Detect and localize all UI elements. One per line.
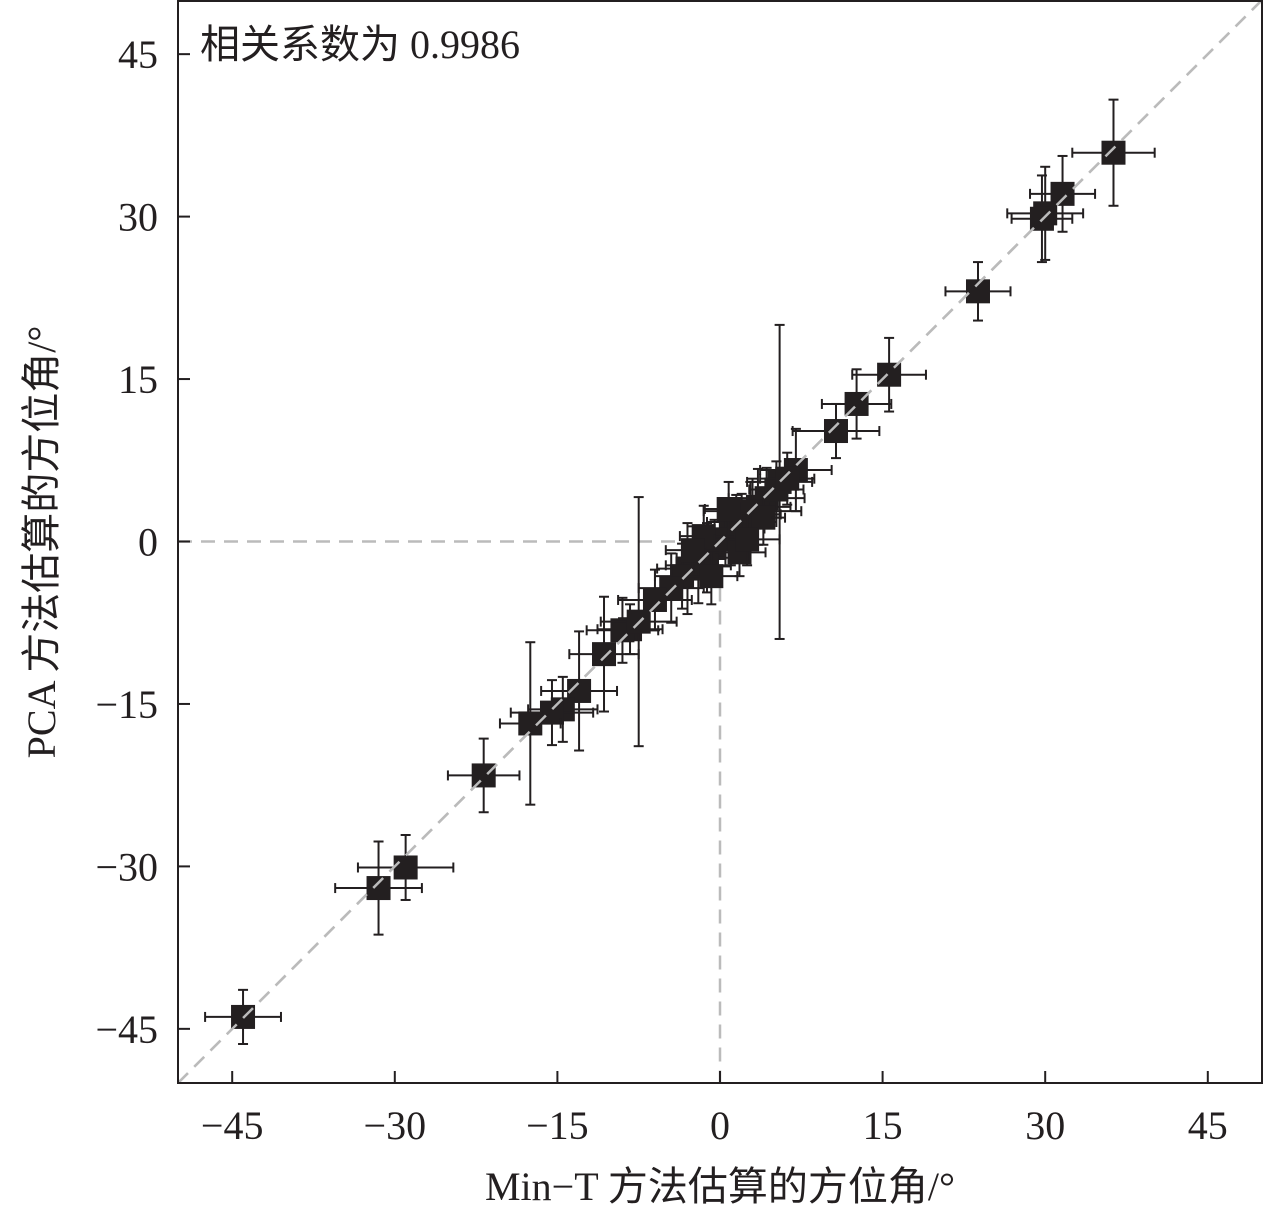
square-marker — [642, 587, 667, 612]
data-point — [568, 595, 640, 713]
data-point — [759, 451, 816, 506]
correlation-annotation: 相关系数为 0.9986 — [200, 22, 520, 67]
data-point — [684, 546, 739, 606]
y-tick-label: −15 — [95, 682, 158, 727]
square-marker — [680, 538, 705, 563]
data-point — [791, 402, 881, 460]
data-point — [851, 336, 927, 413]
x-tick-label: −30 — [364, 1103, 427, 1148]
data-point — [703, 480, 754, 538]
square-marker — [592, 642, 617, 667]
data-point — [498, 641, 562, 806]
data-point — [664, 525, 721, 575]
y-tick-label: 45 — [118, 32, 158, 77]
square-marker — [471, 763, 496, 788]
data-point — [1071, 98, 1156, 207]
tick-labels: −45 −30 −15 0 15 30 45 −45 −30 −15 0 15 30 45 — [95, 32, 1227, 1148]
x-tick-label: −45 — [201, 1103, 264, 1148]
square-marker — [716, 497, 741, 522]
x-axis-title: Min−T 方法估算的方位角/° — [485, 1164, 955, 1209]
y-tick-label: 30 — [118, 195, 158, 240]
square-marker — [877, 362, 902, 387]
data-point — [713, 512, 781, 567]
diagonal-reference-overlay — [177, 0, 1263, 1084]
data-point — [334, 840, 423, 936]
x-tick-label: 15 — [863, 1103, 903, 1148]
data-point — [944, 261, 1012, 322]
x-tick-label: 0 — [710, 1103, 730, 1148]
x-tick-label: −15 — [526, 1103, 589, 1148]
data-points — [177, 0, 1263, 1084]
data-point — [540, 630, 619, 752]
x-tick-label: 45 — [1188, 1103, 1228, 1148]
y-tick-label: −45 — [95, 1007, 158, 1052]
y-tick-label: −30 — [95, 844, 158, 889]
y-axis-title: PCA 方法估算的方位角/° — [19, 326, 64, 759]
y-tick-label: 0 — [138, 520, 158, 565]
square-marker — [1101, 140, 1126, 165]
x-tick-label: 30 — [1025, 1103, 1065, 1148]
square-marker — [775, 466, 800, 491]
data-point — [356, 833, 455, 901]
tick-marks — [178, 53, 1209, 1083]
square-marker — [699, 564, 724, 589]
square-marker — [751, 505, 776, 530]
square-marker — [735, 527, 760, 552]
square-marker — [366, 876, 391, 901]
square-marker — [823, 419, 848, 444]
data-point — [446, 737, 521, 814]
y-tick-label: 15 — [118, 357, 158, 402]
square-marker — [393, 855, 418, 880]
